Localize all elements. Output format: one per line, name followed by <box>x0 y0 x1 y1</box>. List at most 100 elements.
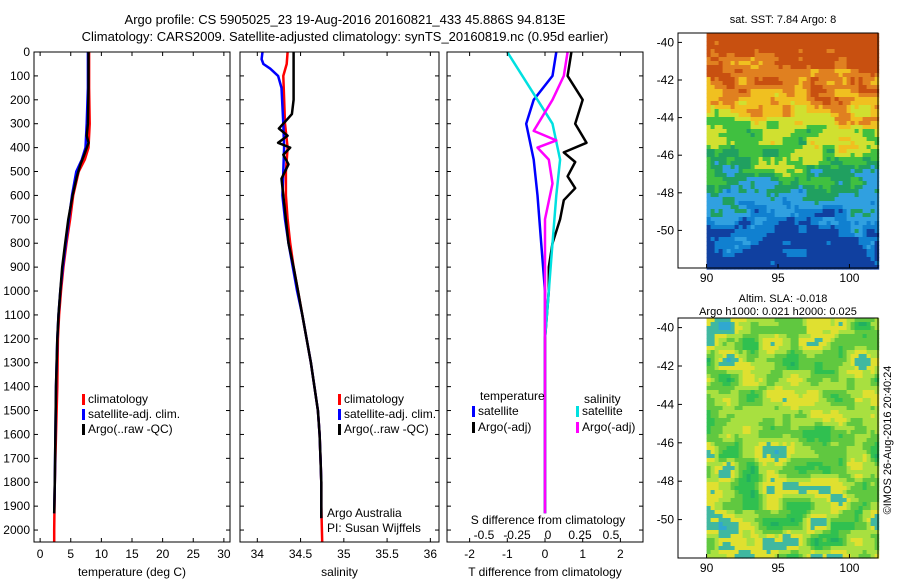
sst-map-cell <box>814 229 820 234</box>
sla-map-cell <box>866 486 872 491</box>
sla-map-cell <box>754 454 760 459</box>
sla-map-cell <box>774 454 780 459</box>
sst-map-cell <box>806 41 812 46</box>
sst-map-cell <box>738 129 744 134</box>
sla-map-cell <box>718 330 724 335</box>
sla-map-cell <box>802 350 808 355</box>
sla-map-cell <box>766 454 772 459</box>
sst-map-cell <box>838 245 844 250</box>
sla-map-cell <box>778 438 784 443</box>
sst-map-cell <box>794 73 800 78</box>
sst-map-cell <box>762 121 768 126</box>
sst-map-cell <box>714 173 720 178</box>
sla-map-cell <box>710 422 716 427</box>
sla-map-cell <box>710 338 716 343</box>
sla-map-cell <box>814 510 820 515</box>
sst-map-cell <box>822 161 828 166</box>
sla-map-cell <box>850 538 856 543</box>
sla-map-cell <box>842 510 848 515</box>
sla-map-cell <box>750 454 756 459</box>
sla-map-cell <box>782 366 788 371</box>
sla-map-cell <box>718 410 724 415</box>
sla-map-cell <box>850 434 856 439</box>
sst-map-cell <box>762 173 768 178</box>
sst-map-cell <box>846 157 852 162</box>
sst-map-cell <box>854 73 860 78</box>
sla-map-cell <box>818 394 824 399</box>
sla-map-cell <box>758 466 764 471</box>
sla-map-cell <box>786 470 792 475</box>
sla-map-cell <box>766 450 772 455</box>
sst-map-cell <box>874 113 880 118</box>
sst-map-cell <box>746 121 752 126</box>
sla-map-cell <box>794 454 800 459</box>
sst-map-cell <box>742 257 748 262</box>
sst-map-cell <box>774 85 780 90</box>
sst-map-cell <box>858 121 864 126</box>
sla-map-cell <box>814 374 820 379</box>
sla-map-cell <box>790 466 796 471</box>
sla-map-cell <box>706 478 712 483</box>
sla-map-cell <box>866 426 872 431</box>
sla-map-cell <box>846 362 852 367</box>
sla-map-cell <box>830 498 836 503</box>
sst-map-cell <box>710 49 716 54</box>
sla-map-cell <box>802 438 808 443</box>
sla-map-cell <box>874 490 880 495</box>
sst-map-cell <box>754 205 760 210</box>
sst-map-cell <box>762 145 768 150</box>
sla-map-cell <box>846 470 852 475</box>
sla-map-cell <box>874 494 880 499</box>
sst-map-cell <box>854 153 860 158</box>
sst-map-cell <box>782 257 788 262</box>
sst-map-cell <box>706 137 712 142</box>
sst-map-cell <box>758 189 764 194</box>
sla-map-cell <box>870 386 876 391</box>
sst-map-cell <box>726 221 732 226</box>
sst-map-cell <box>834 165 840 170</box>
sla-map-cell <box>758 454 764 459</box>
sst-map-cell <box>818 37 824 42</box>
sst-map-cell <box>874 41 880 46</box>
sst-map-cell <box>866 49 872 54</box>
sla-map-cell <box>866 358 872 363</box>
sst-map-cell <box>774 157 780 162</box>
sla-map-cell <box>798 474 804 479</box>
sla-map-cell <box>766 414 772 419</box>
sst-map-cell <box>706 69 712 74</box>
sla-map-cell <box>814 350 820 355</box>
sla-map-cell <box>770 342 776 347</box>
sst-map-cell <box>786 105 792 110</box>
sst-map-cell <box>866 217 872 222</box>
sst-map-cell <box>758 205 764 210</box>
sla-map-cell <box>826 514 832 519</box>
sla-map-cell <box>846 398 852 403</box>
sla-map-cell <box>854 438 860 443</box>
sla-map-cell <box>782 518 788 523</box>
sla-map-cell <box>810 330 816 335</box>
sla-map-cell <box>742 474 748 479</box>
sla-map-cell <box>714 446 720 451</box>
sla-map-cell <box>806 438 812 443</box>
sla-map-cell <box>758 366 764 371</box>
sst-map-cell <box>726 101 732 106</box>
sla-map-cell <box>726 322 732 327</box>
sla-map-cell <box>870 458 876 463</box>
sst-map-cell <box>866 205 872 210</box>
sst-map-cell <box>830 149 836 154</box>
sla-map-cell <box>754 446 760 451</box>
sla-map-cell <box>842 502 848 507</box>
sla-map-cell <box>766 526 772 531</box>
sst-map-cell <box>742 101 748 106</box>
sst-map-cell <box>766 57 772 62</box>
sst-map-cell <box>722 173 728 178</box>
sst-map-cell <box>846 41 852 46</box>
sla-map-cell <box>750 350 756 355</box>
sst-map-cell <box>758 233 764 238</box>
sla-map-cell <box>734 542 740 547</box>
sla-map-cell <box>734 482 740 487</box>
sst-map-cell <box>806 253 812 258</box>
sla-map-cell <box>710 378 716 383</box>
sst-map-cell <box>798 125 804 130</box>
sst-map-cell <box>722 261 728 266</box>
